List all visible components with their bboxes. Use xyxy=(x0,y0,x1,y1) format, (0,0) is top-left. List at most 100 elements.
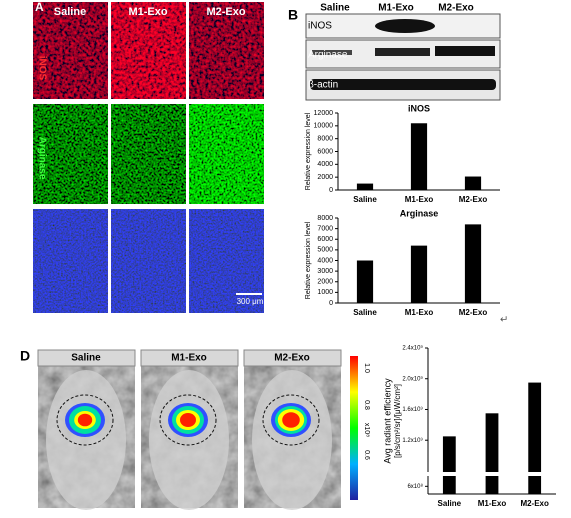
colorbar-label: 1.0 xyxy=(363,363,370,373)
column-label: M2-Exo xyxy=(438,3,474,14)
scale-bar-label: 300 μm xyxy=(237,297,264,306)
x-tick-label: M1-Exo xyxy=(405,308,434,317)
y-tick-label: 2000 xyxy=(317,174,333,181)
column-label: M1-Exo xyxy=(128,6,167,18)
y-axis-label: Relative expression level xyxy=(305,112,312,190)
y-axis-label: Avg radiant efficiency xyxy=(382,378,392,464)
y-tick-label: 1000 xyxy=(317,289,333,296)
row-label: iNOS xyxy=(308,21,332,32)
mouse-body xyxy=(46,370,126,510)
column-label: Saline xyxy=(54,6,86,18)
band xyxy=(312,50,352,55)
bar xyxy=(464,224,482,303)
y-tick-label: 0 xyxy=(329,187,333,194)
bar xyxy=(528,382,542,494)
ivis-images: Saline M1-Exo M2-Exo xyxy=(37,349,342,510)
colorbar-label: 0.8 xyxy=(363,400,370,410)
signal xyxy=(77,413,93,427)
image xyxy=(33,2,108,99)
row-label: DAPI xyxy=(36,228,47,252)
roi xyxy=(159,394,217,446)
y-tick-label: 12000 xyxy=(314,110,334,117)
return-mark: ↵ xyxy=(500,315,508,326)
bar xyxy=(410,245,428,303)
fluorescence-grid xyxy=(33,2,264,313)
y-tick-label: 5000 xyxy=(317,247,333,254)
image xyxy=(111,2,186,99)
bar xyxy=(356,183,374,190)
signal xyxy=(180,413,196,427)
x-tick-label: M2-Exo xyxy=(520,499,549,508)
image-header xyxy=(140,349,239,367)
mouse-body xyxy=(149,370,229,510)
image xyxy=(189,209,264,313)
bar xyxy=(485,413,499,494)
image xyxy=(33,104,108,204)
image-header xyxy=(37,349,136,367)
band xyxy=(375,19,435,33)
column-label: M2-Exo xyxy=(206,6,245,18)
x-tick-label: M1-Exo xyxy=(478,499,507,508)
y-tick-label: 1.6x10⁹ xyxy=(402,406,423,413)
colorbar-label: x10⁸ xyxy=(363,423,370,437)
western-blot xyxy=(305,13,501,101)
y-tick-label: 8000 xyxy=(317,136,333,143)
image xyxy=(33,209,108,313)
y-tick-label: 7000 xyxy=(317,225,333,232)
bar xyxy=(442,436,456,494)
bar xyxy=(464,176,482,190)
colorbar xyxy=(350,356,358,500)
panel-label: D xyxy=(20,348,30,364)
y-tick-label: 6x10⁸ xyxy=(407,483,423,490)
y-tick-label: 2000 xyxy=(317,279,333,286)
row-label: Arginase xyxy=(308,50,348,61)
column-label: M2-Exo xyxy=(274,353,310,364)
y-tick-label: 2.0x10⁹ xyxy=(402,375,423,382)
chart-title: iNOS xyxy=(408,103,430,113)
image xyxy=(189,2,264,99)
roi xyxy=(262,394,320,446)
mouse-body xyxy=(252,370,332,510)
row-label: β-actin xyxy=(308,80,338,91)
column-label: Saline xyxy=(320,3,350,14)
band xyxy=(435,46,495,56)
row-label: iNOS xyxy=(36,56,47,81)
axis-break xyxy=(424,472,556,476)
band xyxy=(375,48,430,56)
image xyxy=(111,209,186,313)
panel-label: B xyxy=(288,7,298,23)
y-axis-label: Relative expression level xyxy=(305,221,312,299)
x-tick-label: Saline xyxy=(438,499,462,508)
y-tick-label: 4000 xyxy=(317,257,333,264)
roi xyxy=(56,394,114,446)
y-tick-label: 2.4x10⁹ xyxy=(402,345,423,352)
x-tick-label: Saline xyxy=(353,195,377,204)
y-tick-label: 8000 xyxy=(317,215,333,222)
y-tick-label: 10000 xyxy=(314,123,334,130)
signal xyxy=(282,412,300,428)
x-tick-label: Saline xyxy=(353,308,377,317)
y-tick-label: 3000 xyxy=(317,268,333,275)
y-tick-label: 0 xyxy=(329,300,333,307)
x-tick-label: M2-Exo xyxy=(459,195,488,204)
y-axis-label: [p/s/cm²/sr]/[μW/cm²] xyxy=(393,384,402,458)
image xyxy=(111,104,186,204)
band xyxy=(310,79,496,90)
bar xyxy=(356,260,374,303)
image-header xyxy=(243,349,342,367)
y-tick-label: 6000 xyxy=(317,148,333,155)
y-tick-label: 4000 xyxy=(317,161,333,168)
column-label: Saline xyxy=(71,353,101,364)
x-tick-label: M1-Exo xyxy=(405,195,434,204)
y-tick-label: 1.2x10⁹ xyxy=(402,437,423,444)
x-tick-label: M2-Exo xyxy=(459,308,488,317)
image xyxy=(189,104,264,204)
colorbar-label: 0.6 xyxy=(363,450,370,460)
y-tick-label: 6000 xyxy=(317,236,333,243)
column-label: M1-Exo xyxy=(171,353,207,364)
chart-title: Arginase xyxy=(400,208,439,218)
panel-label: A xyxy=(35,0,44,14)
column-label: M1-Exo xyxy=(378,3,414,14)
bar xyxy=(410,123,428,190)
